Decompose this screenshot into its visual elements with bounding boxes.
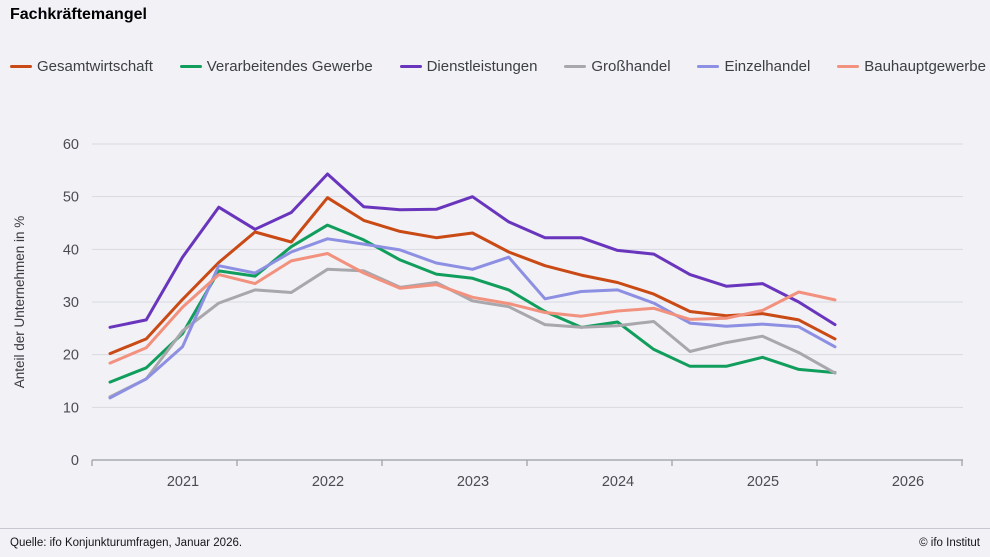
- legend-label: Großhandel: [591, 58, 671, 75]
- x-tick-label: 2023: [457, 474, 489, 490]
- y-tick-label: 20: [63, 348, 79, 364]
- x-tick-label: 2024: [602, 474, 634, 490]
- series-line-einzelhandel: [108, 237, 837, 400]
- y-tick-label: 40: [63, 242, 79, 258]
- legend: Gesamtwirtschaft Verarbeitendes Gewerbe Di…: [10, 58, 986, 75]
- legend-label: Dienstleistungen: [426, 58, 538, 75]
- x-tick-label: 2022: [312, 474, 344, 490]
- series-line-gro-handel: [108, 267, 837, 399]
- series-line-bauhauptgewerbe: [108, 252, 837, 365]
- legend-label: Verarbeitendes Gewerbe: [206, 58, 373, 75]
- y-tick-label: 0: [71, 453, 79, 469]
- legend-swatch: [837, 65, 860, 68]
- legend-swatch: [179, 65, 202, 68]
- y-tick-label: 10: [63, 400, 79, 416]
- series-line-gesamtwirtschaft: [108, 196, 837, 356]
- legend-item-gro-handel: Großhandel: [564, 58, 671, 75]
- legend-item-einzelhandel: Einzelhandel: [697, 58, 810, 75]
- y-tick-label: 30: [63, 295, 79, 311]
- legend-item-bauhauptgewerbe: Bauhauptgewerbe: [837, 58, 986, 75]
- legend-item-verarbeitendes-gewerbe: Verarbeitendes Gewerbe: [179, 58, 373, 75]
- x-tick-label: 2021: [167, 474, 199, 490]
- legend-swatch: [10, 65, 32, 68]
- legend-label: Einzelhandel: [724, 58, 811, 75]
- x-tick-label: 2026: [892, 474, 924, 490]
- copyright: © ifo Institut: [919, 537, 980, 549]
- legend-item-gesamtwirtschaft: Gesamtwirtschaft: [10, 58, 153, 75]
- legend-swatch: [564, 65, 587, 68]
- y-tick-label: 50: [63, 190, 79, 206]
- y-axis-title: Anteil der Unternehmen in %: [12, 216, 27, 389]
- series-line-dienstleistungen: [108, 172, 837, 329]
- footer: Quelle: ifo Konjunkturumfragen, Januar 2…: [0, 528, 990, 557]
- legend-swatch: [697, 65, 720, 68]
- y-tick-label: 60: [63, 137, 79, 153]
- chart-title: Fachkräftemangel: [10, 6, 147, 23]
- legend-swatch: [399, 65, 422, 68]
- series-line-verarbeitendes-gewerbe: [108, 223, 837, 384]
- source-note: Quelle: ifo Konjunkturumfragen, Januar 2…: [10, 537, 243, 549]
- legend-label: Gesamtwirtschaft: [37, 58, 153, 75]
- legend-item-dienstleistungen: Dienstleistungen: [399, 58, 538, 75]
- legend-label: Bauhauptgewerbe: [864, 58, 986, 75]
- x-tick-label: 2025: [747, 474, 779, 490]
